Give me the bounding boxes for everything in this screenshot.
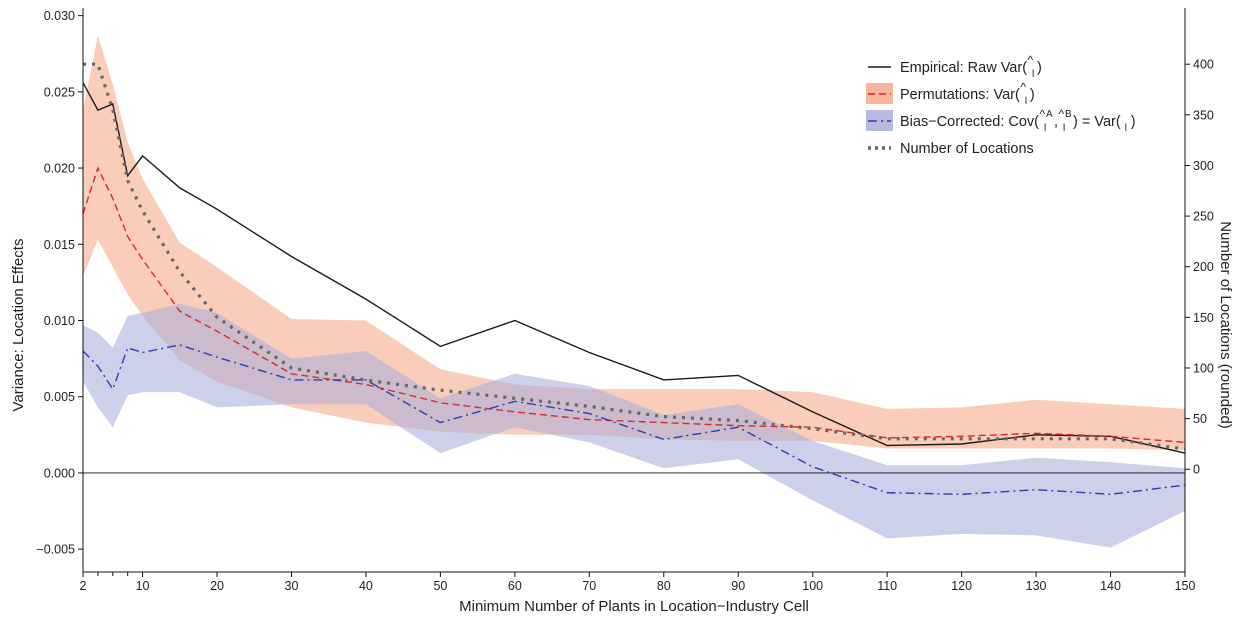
axes: 2 10 20 30 40 50 60 70 80 90 100 110 120 130 140 150 −0.…	[36, 8, 1214, 593]
x-tick-label-8: 80	[657, 579, 671, 593]
y-left-tick-label-6: 0.025	[44, 85, 75, 99]
confidence-bands	[83, 35, 1185, 548]
y-left-tick-label-1: 0.000	[44, 466, 75, 480]
legend-sub-c: l	[1125, 123, 1127, 134]
x-tick-label-10: 100	[802, 579, 823, 593]
legend-sup-b: B	[1065, 109, 1072, 120]
y-left-tick-label-5: 0.020	[44, 162, 75, 176]
y-left-tick-label-4: 0.015	[44, 238, 75, 252]
x-tick-label-13: 130	[1026, 579, 1047, 593]
x-tick-label-15: 150	[1175, 579, 1196, 593]
x-tick-label-14: 140	[1100, 579, 1121, 593]
legend-label-0: Empirical: Raw Var(	[900, 60, 1027, 76]
legend-sub-0: l	[1032, 69, 1034, 80]
x-tick-label-12: 120	[951, 579, 972, 593]
legend-sub-b: l	[1063, 123, 1065, 134]
x-tick-label-11: 110	[877, 579, 897, 593]
x-tick-label-5: 50	[433, 579, 447, 593]
band-series-1	[83, 35, 1185, 451]
y-right-tick-label-6: 300	[1193, 159, 1214, 173]
series-line-3	[83, 62, 1186, 451]
legend-sup-a: A	[1046, 109, 1053, 120]
y-right-tick-label-8: 400	[1193, 58, 1214, 72]
series-line-0	[82, 82, 1186, 454]
legend-post: ) = Var(	[1073, 114, 1121, 130]
x-tick-label-2: 20	[210, 579, 224, 593]
legend-hat-a: ^	[1040, 107, 1046, 121]
y-right-tick-label-7: 350	[1193, 108, 1214, 122]
x-tick-label-6: 60	[508, 579, 522, 593]
legend-entry-1: Permutations: Var(^ l)	[866, 80, 1035, 107]
band-series-2	[83, 303, 1185, 548]
legend-close-0: )	[1037, 60, 1042, 76]
legend-close-1: )	[1030, 87, 1035, 103]
series-lines	[82, 62, 1186, 496]
y-axis-left-label: Variance: Location Effects	[10, 239, 27, 412]
legend-close-2: )	[1131, 114, 1136, 130]
legend-hat-b: ^	[1059, 107, 1065, 121]
x-tick-label-9: 90	[731, 579, 745, 593]
legend-entry-0: Empirical: Raw Var(^ l)	[868, 53, 1042, 80]
legend-swatch-2	[866, 110, 893, 131]
legend: Empirical: Raw Var(^l)Permutations: Var(…	[866, 53, 1136, 157]
y-right-tick-label-5: 250	[1193, 210, 1214, 224]
x-axis-label: Minimum Number of Plants in Location−Ind…	[459, 598, 809, 615]
legend-sub-a: l	[1044, 123, 1046, 134]
x-tick-label-4: 40	[359, 579, 373, 593]
legend-label-1: Permutations: Var(	[900, 87, 1020, 103]
y-left-tick-label-2: 0.005	[44, 390, 75, 404]
y-left-tick-label-7: 0.030	[44, 9, 75, 23]
series-line-2	[82, 344, 1186, 496]
legend-entry-2: Bias−Corrected: Cov(^ Al, ^ Bl) = Var(l)	[866, 107, 1136, 134]
x-tick-label-0: 2	[80, 579, 87, 593]
legend-mid: ,	[1054, 114, 1058, 130]
y-right-tick-label-4: 200	[1193, 260, 1214, 274]
y-right-tick-label-0: 0	[1193, 463, 1200, 477]
y-right-tick-label-3: 150	[1193, 311, 1214, 325]
x-tick-label-1: 10	[136, 579, 150, 593]
legend-hat-1: ^	[1020, 80, 1026, 94]
legend-label-3: Number of Locations	[900, 141, 1034, 157]
legend-entry-3: Number of Locations	[868, 141, 1034, 157]
legend-hat-0: ^	[1028, 53, 1034, 67]
y-axis-right-label: Number of Locations (rounded)	[1217, 221, 1234, 429]
y-left-tick-label-3: 0.010	[44, 314, 75, 328]
x-tick-label-7: 70	[582, 579, 596, 593]
y-right-tick-label-2: 100	[1193, 361, 1214, 375]
legend-label-2: Bias−Corrected: Cov(	[900, 114, 1039, 130]
series-line-1	[82, 166, 1186, 444]
y-right-tick-label-1: 50	[1193, 412, 1207, 426]
legend-sub-1: l	[1025, 96, 1027, 107]
x-tick-label-3: 30	[285, 579, 299, 593]
y-left-tick-label-0: −0.005	[36, 543, 75, 557]
